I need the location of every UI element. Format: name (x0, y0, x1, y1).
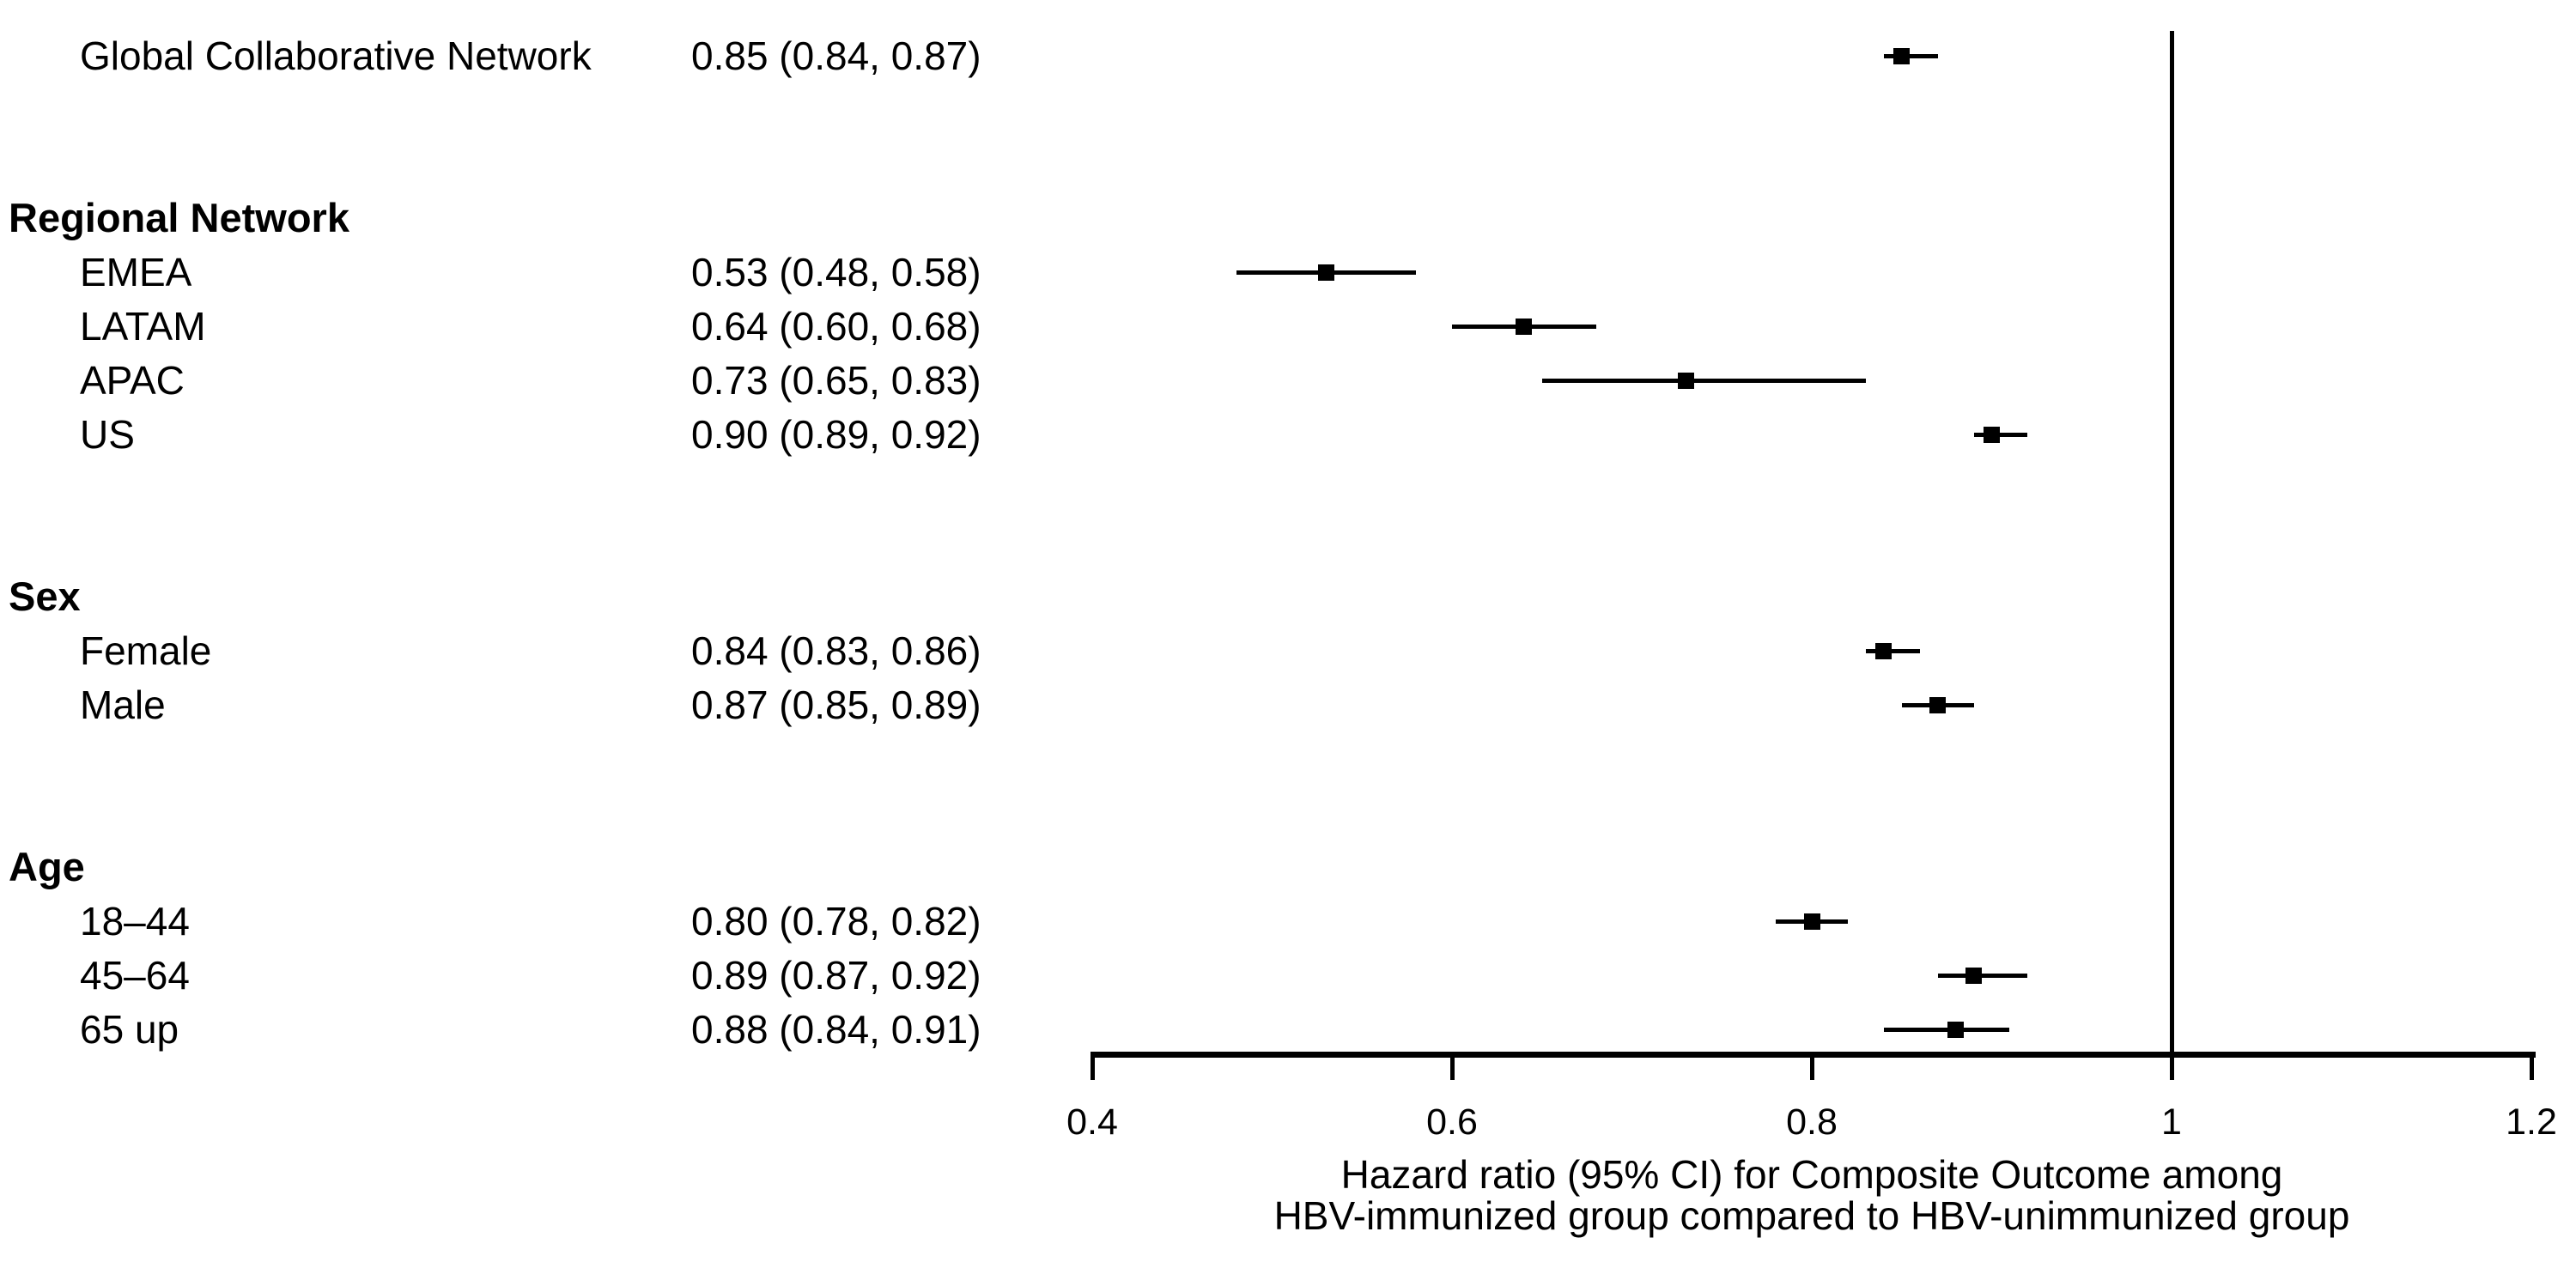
row-label: EMEA (80, 250, 192, 294)
estimate-value: 0.64 (0.60, 0.68) (691, 304, 981, 349)
row-label: Female (80, 628, 212, 673)
x-axis-tick (2169, 1052, 2174, 1080)
x-axis-tick-label: 0.6 (1426, 1101, 1478, 1143)
x-axis-title: Hazard ratio (95% CI) for Composite Outc… (1092, 1154, 2531, 1236)
point-marker (1893, 47, 1911, 64)
x-axis-line (1092, 1052, 2536, 1058)
ci-line (1883, 1027, 2010, 1032)
point-marker (1984, 426, 2000, 443)
row-label: LATAM (80, 304, 206, 349)
row-label: APAC (80, 358, 185, 403)
group-header: Regional Network (9, 195, 349, 240)
row-label: 45–64 (80, 953, 190, 998)
ci-line (1883, 53, 1938, 58)
ci-line (1865, 648, 1920, 653)
row-label: Male (80, 683, 166, 727)
point-marker (1516, 318, 1533, 335)
x-axis-tick (1809, 1052, 1814, 1080)
x-axis-tick (2529, 1052, 2534, 1080)
estimate-value: 0.80 (0.78, 0.82) (691, 899, 981, 943)
estimate-value: 0.87 (0.85, 0.89) (691, 683, 981, 727)
x-axis-title-line-1: Hazard ratio (95% CI) for Composite Outc… (1340, 1152, 2283, 1197)
estimate-value: 0.90 (0.89, 0.92) (691, 412, 981, 457)
x-axis-tick (1449, 1052, 1455, 1080)
estimate-value: 0.85 (0.84, 0.87) (691, 33, 981, 78)
x-axis-tick-label: 1.2 (2506, 1101, 2557, 1143)
group-header: Age (9, 844, 85, 889)
point-marker (1929, 696, 1947, 713)
estimate-value: 0.88 (0.84, 0.91) (691, 1007, 981, 1052)
estimate-value: 0.89 (0.87, 0.92) (691, 953, 981, 998)
x-axis-tick-label: 1 (2161, 1101, 2182, 1143)
point-marker (1875, 642, 1893, 659)
row-label: 65 up (80, 1007, 179, 1052)
row-label: US (80, 412, 135, 457)
reference-line (2169, 31, 2174, 1058)
point-marker (1317, 264, 1334, 281)
x-axis-tick-label: 0.4 (1066, 1101, 1118, 1143)
point-marker (1947, 1021, 1965, 1038)
estimate-value: 0.53 (0.48, 0.58) (691, 250, 981, 294)
point-marker (1677, 372, 1694, 389)
point-marker (1803, 913, 1820, 930)
x-axis-tick-label: 0.8 (1786, 1101, 1838, 1143)
ci-line (1937, 973, 2028, 978)
estimate-value: 0.84 (0.83, 0.86) (691, 628, 981, 673)
group-header: Sex (9, 573, 81, 619)
x-axis-title-line-2: HBV-immunized group compared to HBV-unim… (1273, 1193, 2350, 1238)
point-marker (1965, 967, 1983, 984)
estimate-value: 0.73 (0.65, 0.83) (691, 358, 981, 403)
ci-line (1973, 432, 2028, 437)
x-axis-tick (1090, 1052, 1095, 1080)
row-label: 18–44 (80, 899, 190, 943)
ci-line (1541, 378, 1866, 383)
row-label: Global Collaborative Network (80, 33, 592, 78)
